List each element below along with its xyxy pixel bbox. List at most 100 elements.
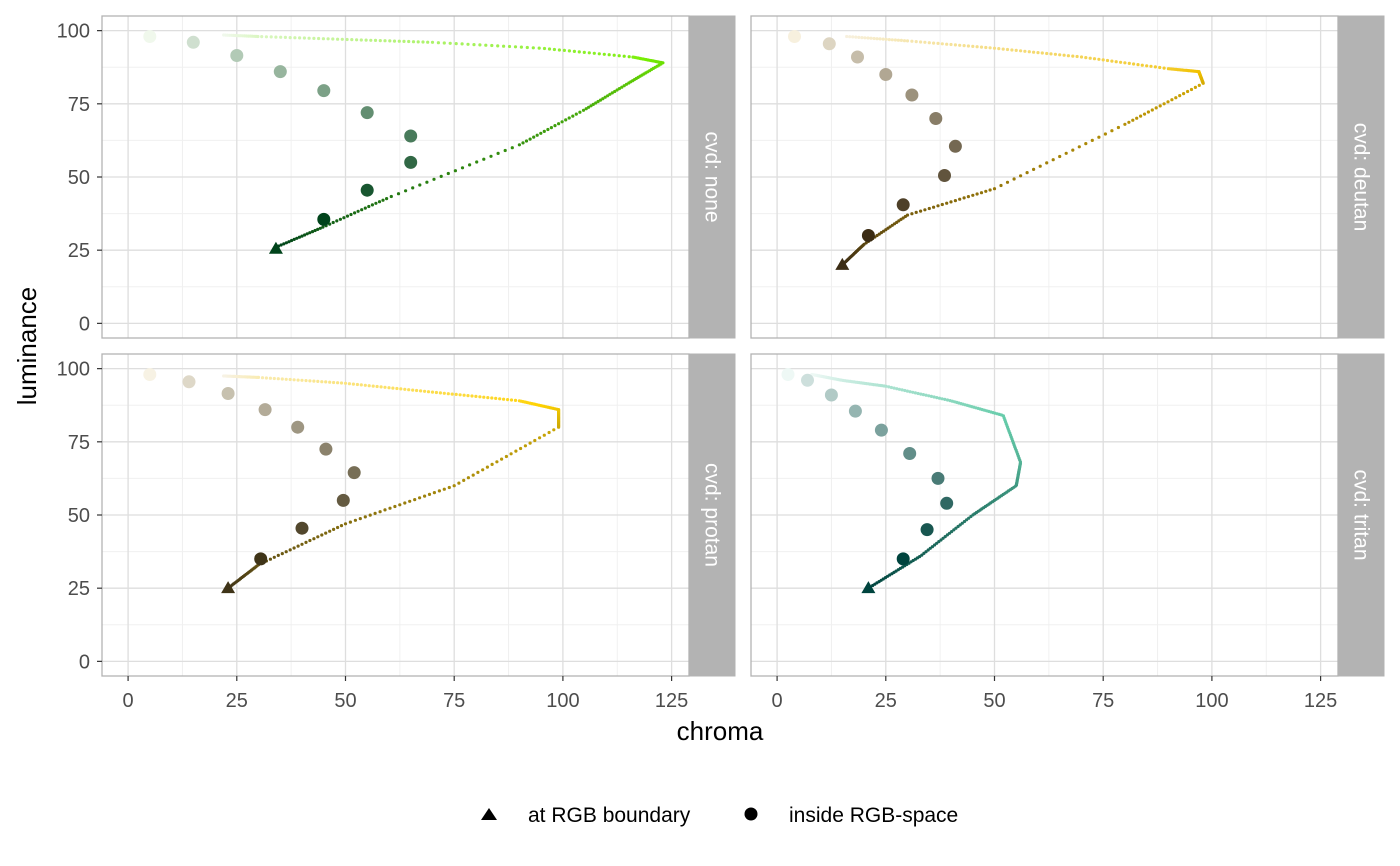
inside-point <box>822 37 836 51</box>
boundary-point <box>848 35 852 39</box>
boundary-point <box>594 101 598 105</box>
x-tick-label: 0 <box>123 690 134 712</box>
inside-point <box>848 404 862 418</box>
boundary-point <box>402 39 406 44</box>
boundary-point <box>620 85 624 89</box>
boundary-point <box>381 198 385 202</box>
boundary-point <box>485 465 489 469</box>
boundary-point <box>1005 47 1010 52</box>
boundary-point <box>549 126 554 130</box>
boundary-point <box>932 395 936 399</box>
inside-point <box>254 552 268 566</box>
boundary-point <box>490 43 494 48</box>
inside-point <box>931 471 945 485</box>
boundary-point <box>962 44 966 48</box>
boundary-point <box>924 550 928 554</box>
legend-key-triangle <box>481 808 497 820</box>
boundary-point <box>347 382 351 386</box>
boundary-point <box>908 390 912 394</box>
boundary-point <box>584 107 588 111</box>
boundary-point <box>975 45 979 49</box>
boundary-point <box>437 489 441 493</box>
boundary-point <box>1114 60 1118 64</box>
boundary-point <box>1071 148 1075 152</box>
inside-point <box>317 84 331 98</box>
inside-point <box>360 183 374 197</box>
boundary-point <box>423 389 427 393</box>
boundary-point <box>930 545 935 549</box>
inside-point <box>360 106 374 120</box>
boundary-point <box>589 104 593 108</box>
boundary-point <box>509 452 513 456</box>
boundary-point <box>308 538 312 543</box>
boundary-point <box>1012 177 1016 181</box>
boundary-point <box>392 39 397 43</box>
boundary-point <box>426 390 431 394</box>
inside-point <box>903 447 917 460</box>
boundary-point <box>399 387 403 391</box>
boundary-point <box>363 515 367 519</box>
boundary-point <box>1092 57 1097 61</box>
boundary-point <box>339 524 344 528</box>
boundary-point <box>884 37 888 41</box>
boundary-point <box>1001 47 1005 51</box>
boundary-point <box>532 135 536 139</box>
boundary-point <box>378 510 382 514</box>
boundary-point <box>935 396 939 400</box>
boundary-point <box>582 50 586 55</box>
boundary-point <box>425 180 429 184</box>
boundary-point <box>482 395 486 399</box>
boundary-point <box>1040 51 1044 55</box>
boundary-point <box>320 533 324 537</box>
inside-point <box>896 552 910 566</box>
boundary-point <box>537 46 541 50</box>
boundary-point <box>984 45 988 50</box>
x-tick-label: 50 <box>983 690 1005 712</box>
boundary-point <box>574 112 578 116</box>
boundary-point <box>446 392 450 396</box>
boundary-point <box>517 143 522 147</box>
boundary-point <box>489 154 493 158</box>
inside-point <box>221 387 235 400</box>
boundary-point <box>945 398 950 402</box>
inside-point <box>291 420 305 434</box>
boundary-point <box>911 390 915 394</box>
boundary-point <box>494 396 498 400</box>
boundary-point <box>1090 138 1094 142</box>
boundary-point <box>1170 98 1174 102</box>
boundary-point <box>923 208 927 212</box>
boundary-point <box>857 35 861 40</box>
boundary-point <box>468 163 472 167</box>
boundary-point <box>287 240 291 244</box>
boundary-point <box>1135 116 1139 120</box>
boundary-point <box>371 384 375 388</box>
boundary-point <box>284 377 288 381</box>
inside-point <box>295 521 309 535</box>
boundary-point <box>535 133 539 137</box>
boundary-point <box>300 542 304 546</box>
boundary-point <box>320 380 324 384</box>
boundary-point <box>482 157 486 161</box>
legend-label-inside: inside RGB-space <box>789 804 958 827</box>
boundary-point <box>936 204 940 208</box>
boundary-point <box>272 555 276 559</box>
boundary-point <box>890 38 894 42</box>
boundary-point <box>932 205 936 209</box>
boundary-point <box>905 389 910 393</box>
boundary-point <box>899 38 904 43</box>
boundary-point <box>1158 104 1162 108</box>
boundary-point <box>418 496 422 500</box>
boundary-point <box>342 216 346 220</box>
y-axis-title: luminance <box>12 287 42 406</box>
boundary-point <box>971 193 975 197</box>
boundary-point <box>571 114 575 118</box>
inside-point <box>347 466 361 480</box>
boundary-point <box>560 120 564 124</box>
boundary-point <box>460 42 464 46</box>
boundary-point <box>1162 102 1166 106</box>
y-tick-label: 0 <box>79 313 90 335</box>
boundary-point <box>519 45 524 49</box>
boundary-point <box>490 462 494 466</box>
boundary-point <box>613 89 617 94</box>
boundary-point <box>960 521 964 525</box>
